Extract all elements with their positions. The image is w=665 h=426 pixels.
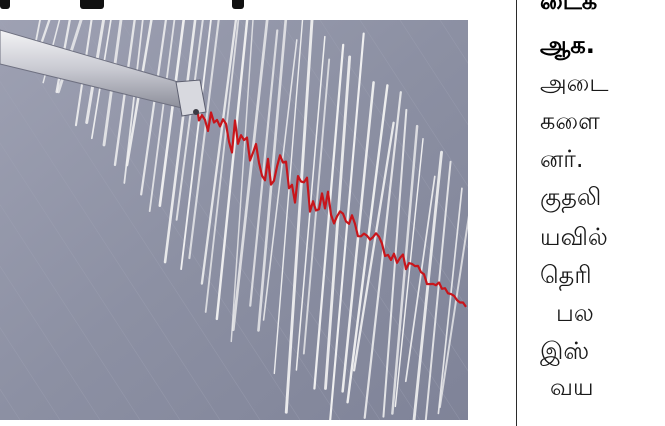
- trace-spike: [363, 91, 402, 419]
- article-line: குதலி: [540, 183, 602, 211]
- trace-spike: [391, 124, 419, 415]
- trace-spike: [394, 138, 424, 408]
- trace-spike: [230, 20, 254, 343]
- trace-spike: [352, 121, 395, 372]
- trace-spike: [313, 43, 345, 390]
- article-line: அடை: [540, 69, 609, 97]
- trace-spike: [249, 29, 279, 307]
- trace-spike: [262, 39, 298, 321]
- trace-spike: [424, 160, 452, 420]
- trace-spike: [200, 20, 238, 285]
- trace-spike: [204, 20, 240, 313]
- chart-paper: [0, 20, 468, 420]
- trace-spike: [90, 20, 112, 140]
- column-divider: [516, 0, 517, 426]
- trace-spike: [215, 20, 249, 321]
- article-line: இஸ்: [540, 337, 590, 365]
- seismograph-illustration: [0, 20, 468, 420]
- trace-spike: [346, 84, 389, 404]
- article-line: தெரி: [540, 261, 592, 289]
- seismograph-photo: [0, 20, 468, 420]
- trace-spike: [382, 108, 408, 418]
- trace-spike: [180, 20, 212, 271]
- trace-spike: [412, 150, 443, 420]
- article-line: பல: [556, 299, 594, 327]
- background-traces: [30, 20, 468, 420]
- trace-spike: [438, 215, 468, 409]
- trace-spike: [437, 187, 463, 415]
- headline-fragment: [0, 0, 10, 9]
- article-line: ஆக.: [540, 31, 595, 59]
- article-line: வய: [550, 373, 594, 401]
- trace-spike: [85, 20, 106, 125]
- seismic-trace: [194, 100, 467, 308]
- article-text-column: டைக ஆக. அடை களை னர். குதலி யவில் தெரி பல…: [540, 0, 665, 426]
- trace-spike: [102, 20, 123, 147]
- article-line: டைக: [540, 0, 598, 15]
- trace-spike: [302, 58, 331, 355]
- trace-spike: [404, 175, 436, 383]
- article-line: யவில்: [540, 223, 608, 251]
- trace-spike: [231, 20, 269, 332]
- trace-spike: [74, 20, 93, 127]
- trace-spike: [257, 20, 288, 332]
- article-line: னர்.: [540, 145, 584, 173]
- headline-fragment: [232, 0, 244, 9]
- trace-spike: [324, 55, 352, 390]
- cropped-headline: [0, 0, 470, 12]
- stylus-arm: [0, 29, 207, 117]
- article-line: களை: [540, 107, 600, 135]
- trace-spike: [329, 32, 365, 420]
- trace-spike: [295, 35, 326, 371]
- trace-spike: [284, 20, 314, 414]
- headline-fragment: [80, 0, 104, 9]
